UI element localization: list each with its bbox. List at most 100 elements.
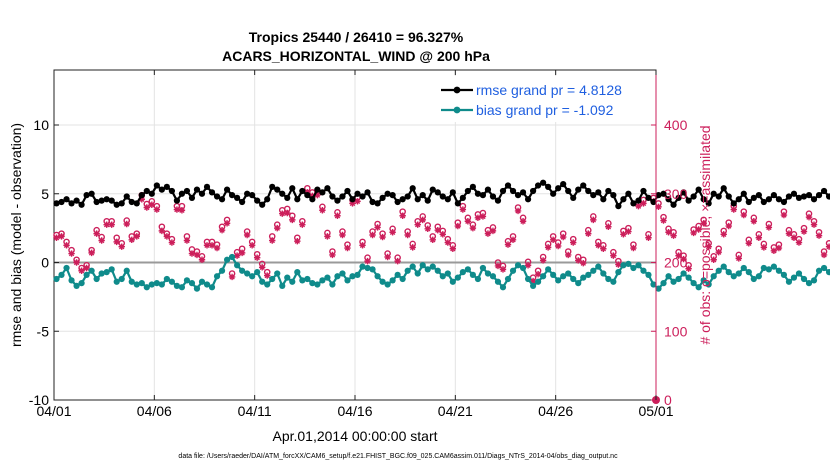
bias-point — [178, 284, 186, 291]
rmse-point — [640, 187, 647, 195]
obs-assimilated-point — [359, 242, 366, 249]
rmse-point — [740, 190, 747, 197]
rmse-point — [354, 190, 361, 197]
rmse-point — [580, 182, 587, 189]
bias-point — [289, 278, 296, 285]
obs-assimilated-point — [680, 255, 687, 263]
obs-assimilated-point — [675, 252, 682, 259]
bias-point — [785, 278, 793, 285]
y2-tick-label: 400 — [664, 117, 688, 133]
y2-axis-label: # of obs: o=possible; ×=assimilated — [697, 125, 713, 344]
rmse-point — [254, 197, 261, 204]
rmse-point — [585, 187, 592, 195]
bias-point — [183, 277, 191, 284]
obs-assimilated-point — [409, 244, 416, 251]
rmse-point — [665, 196, 672, 203]
bias-point — [228, 253, 236, 261]
rmse-point — [444, 196, 451, 203]
bias-point — [193, 285, 201, 292]
obs-assimilated-point — [479, 213, 487, 220]
bias-point — [780, 271, 788, 278]
obs-assimilated-point — [264, 272, 271, 279]
obs-assimilated-point — [414, 221, 421, 228]
rmse-point — [705, 200, 712, 207]
obs-assimilated-point — [53, 234, 60, 241]
bias-point — [344, 277, 351, 284]
obs-assimilated-point — [173, 206, 181, 213]
x-tick-label: 04/06 — [137, 403, 172, 419]
obs-assimilated-point — [238, 249, 246, 257]
obs-assimilated-point — [394, 257, 401, 265]
bias-point — [324, 274, 331, 281]
obs-assimilated-point — [444, 239, 452, 246]
bias-point — [374, 273, 381, 280]
rmse-point — [419, 192, 426, 199]
rmse-point — [504, 182, 512, 189]
rmse-point — [484, 186, 492, 193]
bias-point — [725, 269, 732, 276]
bias-point — [123, 267, 130, 274]
obs-assimilated-point — [710, 256, 717, 263]
rmse-point — [143, 187, 150, 195]
rmse-point — [439, 193, 446, 200]
bias-point — [755, 273, 762, 280]
obs-assimilated-point — [825, 243, 830, 250]
bias-point — [730, 273, 737, 280]
rmse-point — [163, 183, 170, 190]
bias-point — [244, 270, 251, 277]
bias-point — [464, 266, 471, 273]
obs-assimilated-point — [785, 230, 793, 237]
rmse-point — [153, 182, 160, 189]
x-tick-label: 04/01 — [36, 403, 71, 419]
obs-assimilated-point — [464, 218, 472, 225]
rmse-point — [374, 200, 381, 207]
obs-assimilated-point — [424, 225, 431, 233]
obs-assimilated-point — [504, 241, 512, 248]
obs-assimilated-point — [735, 255, 742, 262]
bias-point — [635, 262, 642, 269]
bias-point — [605, 275, 612, 283]
bias-point — [259, 278, 266, 285]
obs-assimilated-point — [660, 217, 667, 224]
obs-assimilated-point — [269, 237, 276, 244]
y2-tick-label: 300 — [664, 186, 688, 202]
rmse-point — [173, 197, 181, 204]
obs-assimilated-point — [88, 249, 95, 257]
y-tick-label: 0 — [41, 255, 49, 271]
bias-point — [540, 273, 547, 280]
obs-assimilated-point — [389, 229, 396, 236]
rmse-point — [725, 193, 732, 200]
bias-point — [113, 278, 120, 285]
rmse-point — [183, 187, 191, 195]
bias-point — [409, 263, 416, 270]
obs-assimilated-point — [795, 239, 803, 246]
y-axis-left: -10 -5 0 5 10 — [29, 117, 59, 408]
obs-assimilated-point — [349, 200, 356, 207]
bias-point — [710, 273, 717, 280]
obs-assimilated-point — [715, 248, 722, 256]
bias-point — [620, 262, 627, 269]
y2-tick-label: 0 — [664, 392, 672, 408]
bias-point — [389, 277, 396, 284]
obs-assimilated-point — [168, 239, 176, 246]
rmse-point — [464, 187, 471, 195]
obs-assimilated-point — [640, 200, 647, 207]
rmse-point — [158, 186, 165, 193]
rmse-point — [304, 192, 311, 199]
bias-point — [575, 280, 582, 287]
bias-point — [529, 282, 537, 289]
bias-point — [223, 256, 231, 263]
rmse-point — [168, 187, 175, 195]
obs-assimilated-point — [314, 191, 321, 199]
obs-assimilated-point — [690, 229, 697, 237]
obs-assimilated-point — [544, 244, 552, 251]
obs-assimilated-point — [369, 231, 376, 239]
rmse-point — [404, 193, 411, 200]
y-tick-label: -10 — [29, 392, 49, 408]
bias-point — [509, 267, 517, 274]
obs-assimilated-point — [108, 221, 115, 228]
obs-assimilated-point — [755, 234, 763, 241]
rmse-point — [514, 192, 522, 199]
obs-assimilated-point — [289, 216, 296, 224]
obs-assimilated-point — [730, 206, 737, 213]
